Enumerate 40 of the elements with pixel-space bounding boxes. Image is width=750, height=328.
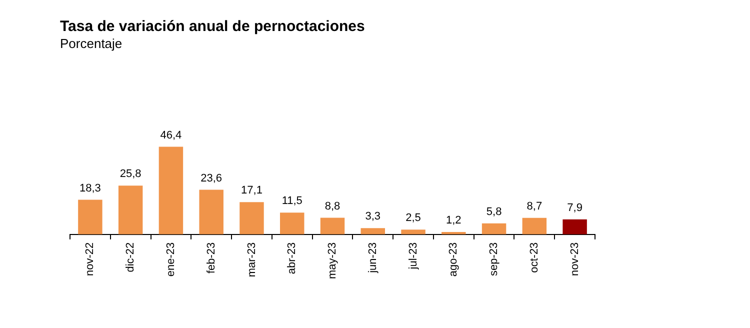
bar xyxy=(482,223,506,234)
bar xyxy=(562,219,587,234)
data-label: 46,4 xyxy=(160,129,182,142)
x-tick-label: feb-23 xyxy=(205,242,218,274)
data-label: 18,3 xyxy=(79,182,101,194)
bar xyxy=(360,228,385,234)
x-tick-label: jul-23 xyxy=(407,242,420,270)
data-label: 1,2 xyxy=(446,214,462,227)
x-tick-label: jun-23 xyxy=(366,242,379,274)
data-label: 8,7 xyxy=(526,200,542,212)
data-label: 23,6 xyxy=(200,172,222,184)
x-tick-label: dic-22 xyxy=(124,242,137,272)
bar xyxy=(280,212,304,234)
bar xyxy=(199,190,224,234)
x-tick-label: sep-23 xyxy=(488,242,500,276)
x-tick-label: nov-23 xyxy=(568,242,581,276)
bar xyxy=(320,218,345,234)
bar xyxy=(118,186,143,234)
x-tick-label: may-23 xyxy=(326,242,339,280)
x-tick-label: ago-23 xyxy=(448,242,460,277)
data-label: 2,5 xyxy=(406,212,421,224)
data-label: 11,5 xyxy=(282,195,302,208)
data-label: 17,1 xyxy=(241,184,262,197)
chart-title: Tasa de variación anual de pernoctaciones xyxy=(60,18,365,35)
data-label: 25,8 xyxy=(120,168,142,180)
bar xyxy=(158,146,184,234)
data-label: 5,8 xyxy=(486,206,502,218)
x-tick-label: mar-23 xyxy=(246,242,258,278)
bar xyxy=(78,200,102,234)
x-tick-label: oct-23 xyxy=(528,242,540,273)
bar xyxy=(401,230,426,234)
x-tick-label: abr-23 xyxy=(286,242,298,274)
data-label: 3,3 xyxy=(365,210,381,223)
chart-subtitle: Porcentaje xyxy=(60,36,122,51)
x-tick-label: nov-22 xyxy=(84,242,96,276)
data-label: 8,8 xyxy=(324,200,340,212)
bar xyxy=(522,218,547,234)
x-tick-label: ene-23 xyxy=(164,242,177,277)
data-label: 7,9 xyxy=(567,202,582,214)
bar xyxy=(240,202,264,234)
